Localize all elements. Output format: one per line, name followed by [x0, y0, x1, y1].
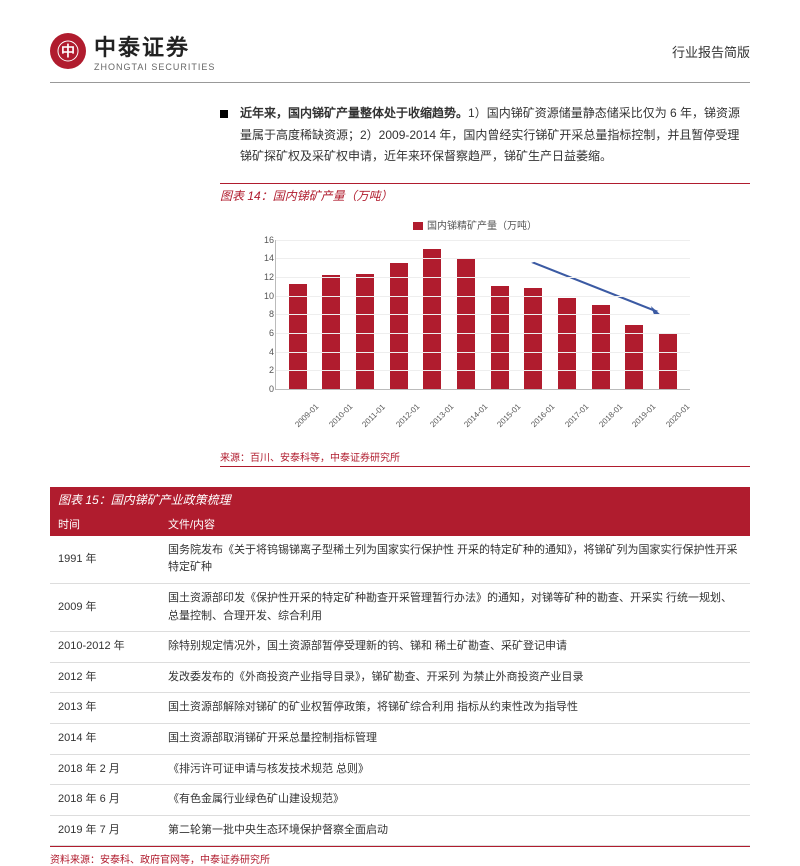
- cell-time: 2018 年 6 月: [50, 785, 160, 816]
- cell-time: 2012 年: [50, 662, 160, 693]
- summary-paragraph: 近年来，国内锑矿产量整体处于收缩趋势。1）国内锑矿资源储量静态储采比仅为 6 年…: [220, 103, 750, 168]
- gridline: [276, 240, 690, 241]
- y-tick: 2: [254, 365, 274, 375]
- table15-col-content: 文件/内容: [160, 512, 750, 536]
- x-label: 2018-01: [597, 410, 616, 429]
- cell-time: 2018 年 2 月: [50, 754, 160, 785]
- bar: [558, 298, 576, 389]
- y-tick: 10: [254, 291, 274, 301]
- x-label: 2016-01: [529, 410, 548, 429]
- cell-time: 2014 年: [50, 723, 160, 754]
- chart14-legend: 国内锑精矿产量（万吨）: [250, 217, 700, 232]
- y-tick: 16: [254, 235, 274, 245]
- table-row: 2012 年发改委发布的《外商投资产业指导目录》，锑矿勘查、开采列 为禁止外商投…: [50, 662, 750, 693]
- page-header: 中 中泰证券 ZHONGTAI SECURITIES 行业报告简版: [50, 30, 750, 83]
- y-tick: 14: [254, 253, 274, 263]
- gridline: [276, 370, 690, 371]
- cell-time: 2019 年 7 月: [50, 815, 160, 846]
- table-row: 2010-2012 年除特别规定情况外，国土资源部暂停受理新的钨、锑和 稀土矿勘…: [50, 632, 750, 663]
- gridline: [276, 296, 690, 297]
- chart14-y-axis: 0246810121416: [254, 240, 274, 389]
- x-label: 2013-01: [428, 410, 447, 429]
- x-label: 2017-01: [563, 410, 582, 429]
- table15: 时间 文件/内容 1991 年国务院发布《关于将钨锡锑离子型稀土列为国家实行保护…: [50, 512, 750, 847]
- y-tick: 6: [254, 328, 274, 338]
- gridline: [276, 352, 690, 353]
- bar: [491, 286, 509, 388]
- table15-col-time: 时间: [50, 512, 160, 536]
- table-row: 2019 年 7 月第二轮第一批中央生态环境保护督察全面启动: [50, 815, 750, 846]
- bar: [289, 284, 307, 389]
- table-row: 2009 年国土资源部印发《保护性开采的特定矿种勘查开采管理暂行办法》的通知，对…: [50, 583, 750, 631]
- table-row: 2014 年国土资源部取消锑矿开采总量控制指标管理: [50, 723, 750, 754]
- bar: [423, 249, 441, 389]
- table15-body: 1991 年国务院发布《关于将钨锡锑离子型稀土列为国家实行保护性 开采的特定矿种…: [50, 536, 750, 846]
- x-label: 2014-01: [462, 410, 481, 429]
- x-label: 2010-01: [327, 410, 346, 429]
- chart14-source: 来源：百川、安泰科等，中泰证券研究所: [220, 449, 750, 467]
- table-row: 1991 年国务院发布《关于将钨锡锑离子型稀土列为国家实行保护性 开采的特定矿种…: [50, 536, 750, 584]
- bar: [659, 333, 677, 389]
- x-label: 2009-01: [293, 410, 312, 429]
- legend-label: 国内锑精矿产量（万吨）: [427, 221, 537, 232]
- cell-time: 2013 年: [50, 693, 160, 724]
- x-label: 2019-01: [631, 410, 650, 429]
- x-label: 2020-01: [664, 410, 683, 429]
- cell-content: 国务院发布《关于将钨锡锑离子型稀土列为国家实行保护性 开采的特定矿种的通知》，将…: [160, 536, 750, 584]
- table-row: 2018 年 2 月《排污许可证申请与核发技术规范 总则》: [50, 754, 750, 785]
- cell-content: 第二轮第一批中央生态环境保护督察全面启动: [160, 815, 750, 846]
- chart14-plot-area: 0246810121416: [275, 240, 690, 390]
- paragraph-text: 近年来，国内锑矿产量整体处于收缩趋势。1）国内锑矿资源储量静态储采比仅为 6 年…: [240, 103, 750, 168]
- logo-text-cn: 中泰证券: [94, 30, 215, 62]
- table15-title: 图表 15：国内锑矿产业政策梳理: [50, 487, 750, 512]
- logo-text-en: ZHONGTAI SECURITIES: [94, 62, 215, 72]
- gridline: [276, 333, 690, 334]
- y-tick: 12: [254, 272, 274, 282]
- cell-content: 发改委发布的《外商投资产业指导目录》，锑矿勘查、开采列 为禁止外商投资产业目录: [160, 662, 750, 693]
- paragraph-lead: 近年来，国内锑矿产量整体处于收缩趋势。: [240, 106, 468, 120]
- table15-head: 时间 文件/内容: [50, 512, 750, 536]
- table-row: 2013 年国土资源部解除对锑矿的矿业权暂停政策，将锑矿综合利用 指标从约束性改…: [50, 693, 750, 724]
- bullet-icon: [220, 110, 228, 118]
- bar: [592, 305, 610, 389]
- gridline: [276, 258, 690, 259]
- x-label: 2011-01: [361, 410, 380, 429]
- bar: [524, 288, 542, 389]
- doc-type-label: 行业报告简版: [672, 42, 750, 61]
- bar: [356, 274, 374, 389]
- bar: [625, 325, 643, 388]
- svg-text:中: 中: [61, 43, 75, 59]
- cell-content: 《有色金属行业绿色矿山建设规范》: [160, 785, 750, 816]
- y-tick: 8: [254, 309, 274, 319]
- table-row: 2018 年 6 月《有色金属行业绿色矿山建设规范》: [50, 785, 750, 816]
- logo-icon: 中: [50, 33, 86, 69]
- chart14-title: 图表 14：国内锑矿产量（万吨）: [220, 183, 750, 204]
- table15-source: 资料来源：安泰科、政府官网等，中泰证券研究所: [50, 846, 750, 866]
- cell-content: 国土资源部解除对锑矿的矿业权暂停政策，将锑矿综合利用 指标从约束性改为指导性: [160, 693, 750, 724]
- cell-time: 1991 年: [50, 536, 160, 584]
- x-label: 2015-01: [496, 410, 515, 429]
- cell-time: 2009 年: [50, 583, 160, 631]
- cell-content: 国土资源部取消锑矿开采总量控制指标管理: [160, 723, 750, 754]
- y-tick: 4: [254, 347, 274, 357]
- chart14-container: 国内锑精矿产量（万吨） 0246810121416 2009-012010-01…: [250, 212, 700, 419]
- cell-time: 2010-2012 年: [50, 632, 160, 663]
- legend-swatch: [413, 222, 423, 230]
- logo-block: 中 中泰证券 ZHONGTAI SECURITIES: [50, 30, 215, 72]
- gridline: [276, 314, 690, 315]
- cell-content: 除特别规定情况外，国土资源部暂停受理新的钨、锑和 稀土矿勘查、采矿登记申请: [160, 632, 750, 663]
- gridline: [276, 277, 690, 278]
- x-label: 2012-01: [394, 410, 413, 429]
- y-tick: 0: [254, 384, 274, 394]
- cell-content: 《排污许可证申请与核发技术规范 总则》: [160, 754, 750, 785]
- chart14-x-axis: 2009-012010-012011-012012-012013-012014-…: [275, 390, 690, 419]
- cell-content: 国土资源部印发《保护性开采的特定矿种勘查开采管理暂行办法》的通知，对锑等矿种的勘…: [160, 583, 750, 631]
